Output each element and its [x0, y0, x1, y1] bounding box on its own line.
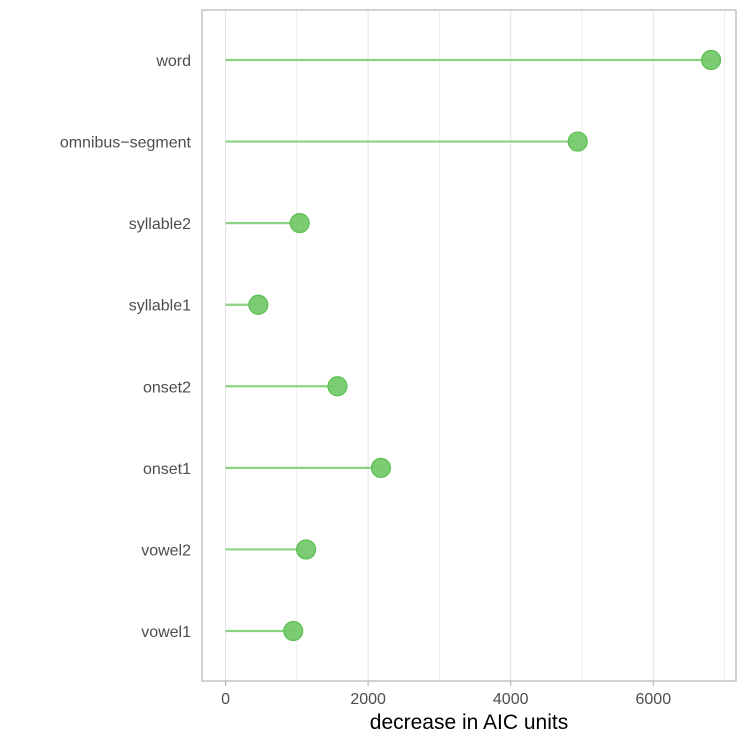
y-tick-label: vowel2	[141, 542, 191, 559]
x-tick-label: 4000	[493, 691, 529, 708]
x-tick-label: 6000	[636, 691, 672, 708]
lollipop-point	[567, 131, 588, 152]
grid-lines	[224, 10, 725, 681]
lollipop-point	[248, 294, 269, 315]
y-tick-label: word	[155, 53, 191, 70]
lollipop-point	[700, 49, 722, 71]
x-tick-label: 0	[221, 691, 230, 708]
y-tick-label: onset1	[143, 461, 191, 478]
lollipop-points	[248, 49, 722, 642]
lollipop-point	[327, 376, 348, 397]
x-axis-ticks: 0 2000 4000 6000	[221, 681, 671, 708]
panel-border	[201, 9, 737, 682]
y-axis-tick-labels: vowel1 vowel2 onset1 onset2 syllable1 syllabl…	[60, 53, 192, 641]
lollipop-point	[289, 213, 310, 234]
lollipop-point	[295, 539, 317, 560]
y-tick-label: vowel1	[141, 624, 191, 641]
y-tick-label: onset2	[143, 379, 191, 396]
x-axis-title: decrease in AIC units	[370, 711, 568, 734]
lollipop-point	[283, 620, 304, 642]
y-tick-label: syllable2	[129, 216, 191, 233]
y-tick-label: syllable1	[129, 298, 191, 315]
lollipop-point	[370, 457, 392, 478]
x-tick-label: 2000	[350, 691, 386, 708]
lollipop-stems	[225, 58, 712, 633]
y-tick-label: omnibus−segment	[60, 135, 192, 152]
